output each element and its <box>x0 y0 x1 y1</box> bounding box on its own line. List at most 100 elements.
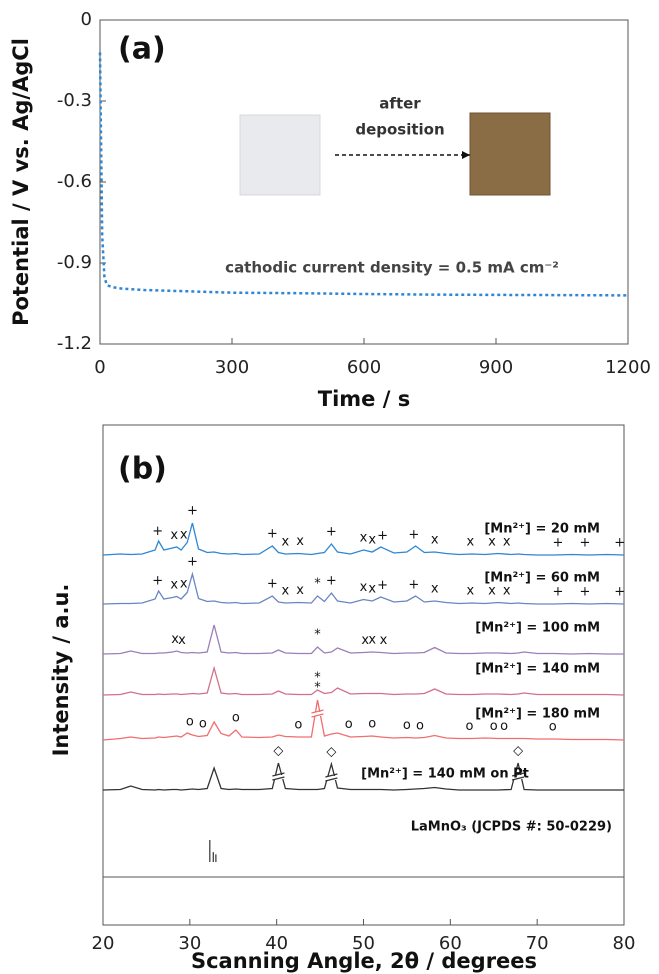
peak-marker: x <box>503 535 511 550</box>
break-gap <box>325 776 338 780</box>
peak-marker: + <box>408 578 419 593</box>
peak-marker: x <box>503 584 511 599</box>
peak-marker: x <box>170 528 178 543</box>
panel-label: (a) <box>118 32 166 67</box>
peak-marker: x <box>466 584 474 599</box>
peak-marker: x <box>368 633 376 648</box>
peak-marker: * <box>314 681 321 696</box>
peak-marker: x <box>488 534 496 549</box>
annotation: cathodic current density = 0.5 mA cm⁻² <box>225 259 559 277</box>
x-tick-label: 900 <box>479 357 513 378</box>
break-mark <box>325 773 338 782</box>
peak-marker: x <box>431 582 439 597</box>
x-tick-label: 20 <box>92 933 115 954</box>
peak-marker: o <box>294 718 302 733</box>
y-axis-label: Potential / V vs. Ag/AgCl <box>9 38 33 326</box>
x-tick-label: 0 <box>94 357 105 378</box>
y-tick-label: -0.3 <box>57 90 92 111</box>
peak-marker: x <box>281 535 289 550</box>
peak-marker: + <box>326 525 337 540</box>
peak-marker: o <box>368 717 376 732</box>
x-tick-label: 70 <box>526 933 549 954</box>
peak-marker: o <box>186 715 194 730</box>
break-gap <box>512 775 525 779</box>
peak-marker: o <box>465 719 473 734</box>
peak-marker: + <box>187 555 198 570</box>
peak-marker: + <box>377 528 388 543</box>
peak-marker: x <box>368 582 376 597</box>
peak-marker: o <box>345 717 353 732</box>
x-axis-label: Time / s <box>318 387 410 411</box>
peak-marker: + <box>553 584 564 599</box>
peak-marker: x <box>296 534 304 549</box>
peak-marker: * <box>314 577 321 592</box>
peak-marker: + <box>187 504 198 519</box>
peak-marker: + <box>152 574 163 589</box>
break-mark <box>511 772 525 781</box>
peak-marker: ◇ <box>273 744 283 759</box>
data-line <box>102 761 624 791</box>
x-tick-label: 60 <box>439 933 462 954</box>
x-tick-label: 600 <box>347 357 381 378</box>
legend-label: [Mn²⁺] = 60 mM <box>484 571 600 586</box>
peak-marker: + <box>326 574 337 589</box>
x-tick-label: 300 <box>215 357 249 378</box>
y-tick-label: -1.2 <box>57 333 92 354</box>
annotation: after <box>379 95 421 113</box>
peak-marker: o <box>199 717 207 732</box>
peak-marker: + <box>377 578 388 593</box>
peak-marker: + <box>408 528 419 543</box>
peak-marker: x <box>466 535 474 550</box>
peak-marker: o <box>232 711 240 726</box>
legend-label: [Mn²⁺] = 100 mM <box>475 621 600 636</box>
data-line <box>98 52 629 297</box>
data-line <box>102 699 625 741</box>
peak-marker: x <box>431 533 439 548</box>
arrow-head <box>462 151 470 159</box>
peak-marker: x <box>380 633 388 648</box>
peak-marker: + <box>579 584 590 599</box>
peak-marker: o <box>403 718 411 733</box>
y-tick-label: 0 <box>81 9 92 30</box>
peak-marker: x <box>281 584 289 599</box>
reference-label: LaMnO₃ (JCPDS #: 50-0229) <box>411 820 612 835</box>
break-gap <box>311 712 324 716</box>
y-axis-label: Intensity / a.u. <box>49 584 73 757</box>
peak-marker: x <box>488 583 496 598</box>
peak-marker: x <box>361 633 369 648</box>
data-line <box>102 624 624 655</box>
annotation: deposition <box>355 121 444 139</box>
peak-marker: + <box>614 584 625 599</box>
peak-marker: + <box>614 535 625 550</box>
x-tick-label: 40 <box>265 933 288 954</box>
peak-marker: + <box>579 535 590 550</box>
legend-label: [Mn²⁺] = 180 mM <box>475 707 600 722</box>
peak-marker: x <box>360 531 368 546</box>
break-gap <box>272 775 285 779</box>
peak-marker: + <box>267 577 278 592</box>
peak-marker: x <box>178 633 186 648</box>
peak-marker: + <box>553 535 564 550</box>
y-tick-label: -0.9 <box>57 252 92 273</box>
data-line <box>102 665 625 696</box>
photo-after <box>469 112 551 196</box>
peak-marker: x <box>170 578 178 593</box>
photo-before <box>239 114 321 196</box>
legend-label: [Mn²⁺] = 20 mM <box>484 522 600 537</box>
x-tick-label: 30 <box>178 933 201 954</box>
peak-marker: x <box>296 583 304 598</box>
peak-marker: o <box>549 720 557 735</box>
break-mark <box>311 709 324 718</box>
x-tick-label: 50 <box>352 933 375 954</box>
x-tick-label: 80 <box>613 933 636 954</box>
legend-label: [Mn²⁺] = 140 mM on Pt <box>361 767 529 782</box>
peak-marker: ◇ <box>513 744 523 759</box>
peak-marker: * <box>314 671 321 686</box>
x-axis-label: Scanning Angle, 2θ / degrees <box>191 949 537 973</box>
peak-marker: * <box>314 628 321 643</box>
data-line <box>102 522 625 556</box>
peak-marker: x <box>368 533 376 548</box>
peak-marker: x <box>180 527 188 542</box>
y-tick-label: -0.6 <box>57 171 92 192</box>
